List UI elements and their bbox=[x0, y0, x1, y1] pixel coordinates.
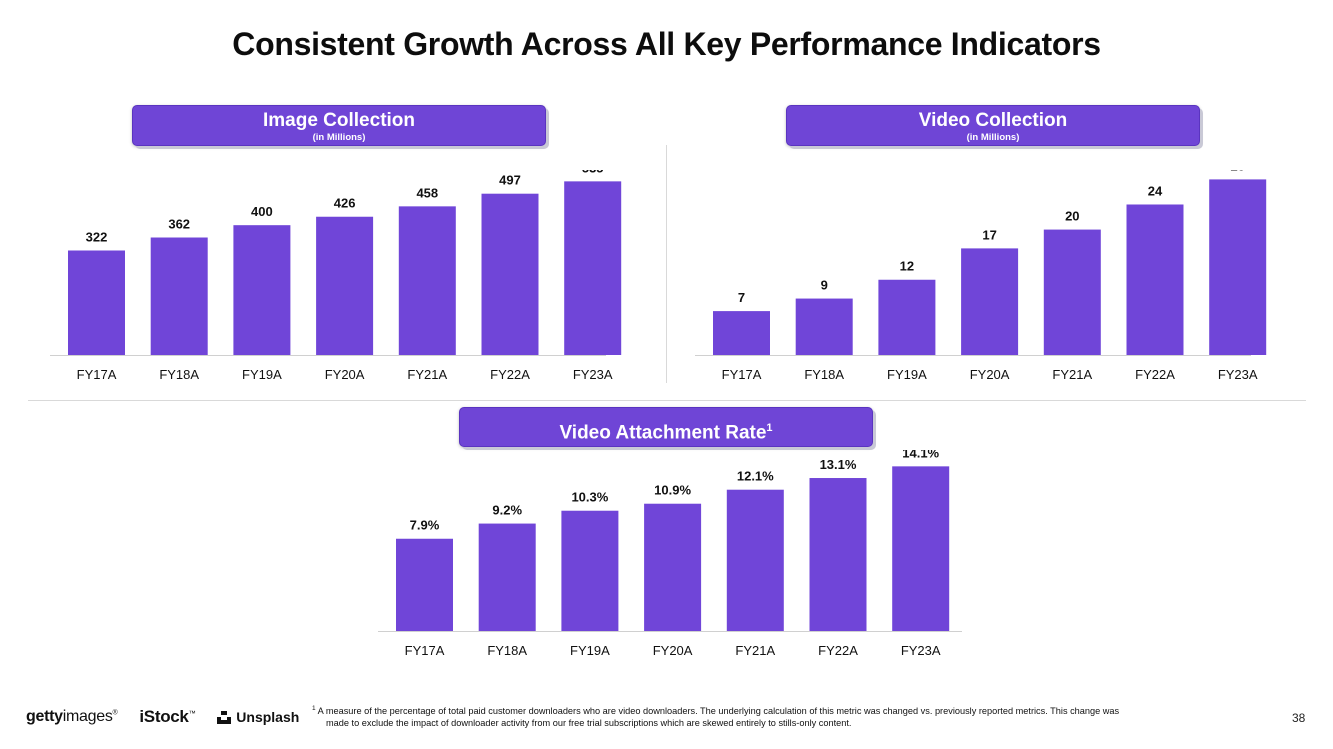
data-label-fy23a: 535 bbox=[582, 170, 604, 175]
x-tick-label-fy23a: FY23A bbox=[573, 367, 613, 382]
data-label-fy19a: 10.3% bbox=[571, 490, 608, 505]
data-label-fy17a: 7 bbox=[738, 290, 745, 305]
bar-fy21a bbox=[398, 206, 456, 355]
x-tick-label-fy20a: FY20A bbox=[653, 643, 693, 658]
x-tick-label-fy21a: FY21A bbox=[735, 643, 775, 658]
data-label-fy22a: 13.1% bbox=[820, 457, 857, 472]
data-label-fy19a: 12 bbox=[900, 259, 914, 274]
bar-fy17a bbox=[68, 250, 125, 355]
image-collection-subtitle: (in Millions) bbox=[312, 132, 366, 143]
x-tick-label-fy19a: FY19A bbox=[570, 643, 610, 658]
bar-fy20a bbox=[316, 216, 374, 355]
horizontal-divider bbox=[28, 400, 1306, 401]
data-label-fy17a: 322 bbox=[86, 229, 108, 244]
video-collection-title: Video Collection bbox=[918, 110, 1068, 131]
x-tick-label-fy19a: FY19A bbox=[242, 367, 282, 382]
bar-fy18a bbox=[478, 523, 536, 631]
x-tick-label-fy19a: FY19A bbox=[887, 367, 927, 382]
footnote: 1 A measure of the percentage of total p… bbox=[312, 703, 1280, 729]
bar-fy20a bbox=[961, 248, 1019, 355]
data-label-fy20a: 426 bbox=[334, 196, 356, 211]
bar-fy23a bbox=[1209, 179, 1267, 355]
video-attachment-rate-header: Video Attachment Rate1 bbox=[459, 407, 873, 447]
video-collection-chart: 7 FY17A 9 FY18A 12 FY19A 17 FY20A 20 FY21A 24 FY22A… bbox=[695, 170, 1267, 382]
footnote-line-1: A measure of the percentage of total pai… bbox=[317, 706, 1120, 717]
page-number: 38 bbox=[1292, 711, 1306, 725]
bar-fy18a bbox=[150, 237, 208, 355]
footer-logos: gettyimages® iStock™ Unsplash bbox=[26, 704, 299, 730]
x-tick-label-fy17a: FY17A bbox=[77, 367, 117, 382]
x-tick-label-fy21a: FY21A bbox=[1052, 367, 1092, 382]
data-label-fy20a: 10.9% bbox=[654, 483, 691, 498]
video-attachment-rate-title: Video Attachment Rate bbox=[559, 422, 767, 444]
x-tick-label-fy18a: FY18A bbox=[487, 643, 527, 658]
bar-fy19a bbox=[233, 225, 291, 355]
bar-fy22a bbox=[809, 478, 867, 631]
bar-fy19a bbox=[878, 279, 936, 355]
data-label-fy18a: 362 bbox=[168, 217, 190, 232]
x-tick-label-fy17a: FY17A bbox=[405, 643, 445, 658]
x-tick-label-fy22a: FY22A bbox=[818, 643, 858, 658]
bar-fy17a bbox=[396, 538, 453, 631]
data-label-fy21a: 12.1% bbox=[737, 469, 774, 484]
bar-fy21a bbox=[1043, 229, 1101, 355]
data-label-fy18a: 9.2% bbox=[492, 503, 522, 518]
bar-fy17a bbox=[713, 311, 770, 355]
x-tick-label-fy20a: FY20A bbox=[325, 367, 365, 382]
data-label-fy22a: 497 bbox=[499, 173, 521, 188]
x-tick-label-fy21a: FY21A bbox=[407, 367, 447, 382]
bar-fy19a bbox=[561, 510, 619, 631]
bar-fy21a bbox=[726, 489, 784, 631]
bar-fy20a bbox=[644, 503, 702, 631]
x-tick-label-fy22a: FY22A bbox=[490, 367, 530, 382]
bar-fy22a bbox=[1126, 204, 1184, 355]
x-tick-label-fy17a: FY17A bbox=[722, 367, 762, 382]
data-label-fy21a: 20 bbox=[1065, 209, 1079, 224]
page-title: Consistent Growth Across All Key Perform… bbox=[232, 26, 1101, 62]
image-collection-title: Image Collection bbox=[262, 110, 416, 131]
video-attachment-rate-chart: 7.9% FY17A 9.2% FY18A 10.3% FY19A 10.9% FY20A 12… bbox=[378, 450, 962, 658]
bar-fy23a bbox=[564, 181, 622, 355]
image-collection-header: Image Collection (in Millions) bbox=[132, 105, 546, 146]
unsplash-icon bbox=[217, 710, 232, 724]
vertical-divider bbox=[666, 145, 667, 383]
data-label-fy19a: 400 bbox=[251, 204, 273, 219]
footnote-marker: 1 bbox=[312, 705, 316, 712]
x-tick-label-fy18a: FY18A bbox=[804, 367, 844, 382]
video-collection-header: Video Collection (in Millions) bbox=[786, 105, 1200, 146]
x-tick-label-fy22a: FY22A bbox=[1135, 367, 1175, 382]
video-collection-subtitle: (in Millions) bbox=[966, 132, 1020, 143]
x-tick-label-fy18a: FY18A bbox=[159, 367, 199, 382]
istock-logo: iStock™ bbox=[139, 707, 196, 726]
data-label-fy23a: 14.1% bbox=[902, 450, 939, 460]
footnote-line-2: made to exclude the impact of downloader… bbox=[326, 718, 852, 729]
bar-fy22a bbox=[481, 193, 539, 355]
data-label-fy23a: 28 bbox=[1230, 170, 1244, 173]
bar-fy23a bbox=[892, 466, 950, 631]
data-label-fy22a: 24 bbox=[1148, 183, 1163, 198]
data-label-fy20a: 17 bbox=[982, 227, 996, 242]
data-label-fy21a: 458 bbox=[416, 185, 438, 200]
bar-fy18a bbox=[795, 298, 853, 355]
x-tick-label-fy23a: FY23A bbox=[901, 643, 941, 658]
x-tick-label-fy20a: FY20A bbox=[970, 367, 1010, 382]
image-collection-chart: 322 FY17A 362 FY18A 400 FY19A 426 FY20A 458 FY21A… bbox=[50, 170, 622, 382]
data-label-fy17a: 7.9% bbox=[410, 518, 440, 533]
unsplash-logo: Unsplash bbox=[217, 709, 299, 725]
getty-images-logo: gettyimages® bbox=[26, 708, 118, 725]
data-label-fy18a: 9 bbox=[821, 278, 828, 293]
x-tick-label-fy23a: FY23A bbox=[1218, 367, 1258, 382]
footnote-ref: 1 bbox=[766, 422, 773, 434]
